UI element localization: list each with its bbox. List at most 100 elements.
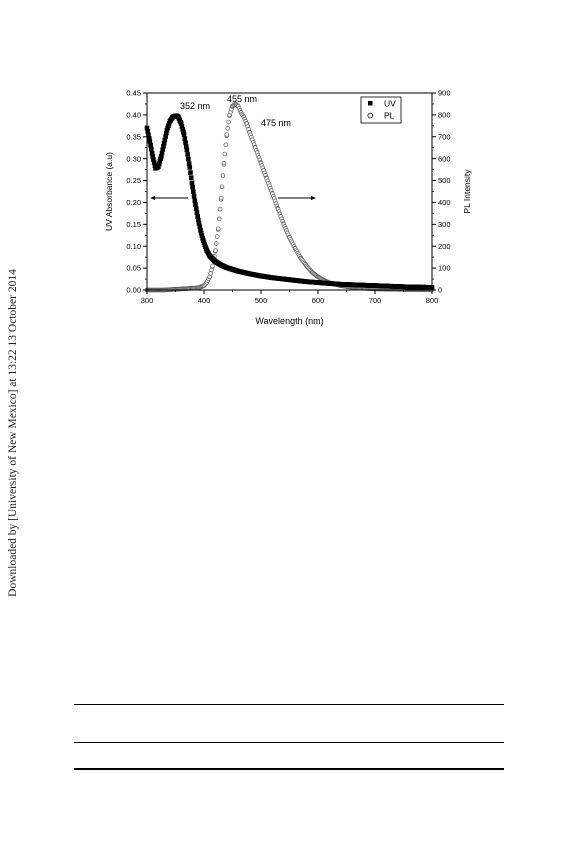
pl-point (226, 119, 231, 125)
y-left-tick-label: 0.40 (126, 110, 141, 119)
uv-point (191, 193, 197, 199)
annotation-455nm: 455 nm (227, 94, 257, 104)
uv-point (146, 135, 152, 141)
pl-point (225, 126, 230, 131)
uv-point (181, 132, 187, 137)
uv-point (151, 157, 156, 162)
uv-point (192, 198, 198, 204)
legend-pl-label: PL (384, 111, 395, 121)
table-rule-middle (74, 742, 504, 743)
table-rule-top (74, 704, 504, 705)
plot-area: 300 400 500 600 700 800 0.00 0.05 0.10 0.15 0.20 0.… (104, 89, 472, 326)
uv-point (161, 143, 166, 149)
pl-point (222, 151, 228, 157)
y-right-tick-label: 200 (438, 242, 451, 251)
uv-point (163, 134, 168, 139)
uv-point (156, 164, 161, 169)
uv-point (200, 235, 205, 241)
pl-point (224, 132, 230, 137)
uv-point (193, 206, 199, 211)
uv-point (198, 227, 203, 233)
uv-point (188, 170, 193, 175)
uv-point (161, 141, 167, 146)
pl-point (216, 226, 221, 231)
uv-point (185, 152, 190, 157)
x-axis-label: Wavelength (nm) (255, 316, 323, 326)
y-right-tick-label: 300 (438, 220, 451, 229)
x-tick-label: 600 (312, 296, 325, 305)
annotation-352nm: 352 nm (180, 101, 210, 111)
y-right-tick-label: 400 (438, 198, 451, 207)
uv-point (196, 221, 202, 226)
uv-point (197, 224, 203, 230)
pl-point (219, 184, 225, 190)
pl-point (221, 160, 227, 166)
pl-point (218, 195, 224, 201)
uv-point (156, 161, 162, 167)
uv-point (180, 127, 185, 132)
annotation-475nm: 475 nm (261, 118, 291, 128)
series-pl (144, 101, 435, 293)
y-right-tick-label: 700 (438, 132, 451, 141)
uv-point (188, 175, 194, 180)
uv-point (190, 184, 195, 190)
uv-point (147, 138, 153, 144)
uv-point (199, 233, 205, 238)
uv-point (181, 129, 186, 135)
uv-point (149, 150, 155, 156)
uv-point (184, 147, 190, 153)
uv-point (191, 189, 196, 194)
x-tick-label: 300 (141, 296, 154, 305)
uv-point (182, 136, 188, 141)
x-tick-label: 700 (369, 296, 382, 305)
y-left-tick-label: 0.05 (126, 264, 141, 273)
y-right-tick-label: 900 (438, 89, 451, 98)
uv-point (157, 159, 163, 164)
y-left-tick-label: 0.25 (126, 176, 141, 185)
uv-point (179, 124, 185, 129)
uv-point (151, 160, 157, 165)
legend-pl-marker (367, 112, 374, 119)
y-right-tick-label: 100 (438, 264, 451, 273)
legend-uv-label: UV (384, 99, 396, 109)
y-left-tick-label: 0.20 (126, 198, 141, 207)
uv-point (150, 154, 155, 159)
uv-point (146, 132, 151, 138)
x-tick-label: 800 (426, 296, 439, 305)
pl-point (210, 263, 215, 269)
y-left-tick-label: 0.00 (126, 286, 141, 295)
y-left-tick-label: 0.10 (126, 242, 141, 251)
uv-point (183, 144, 189, 149)
uv-point (195, 214, 200, 219)
x-tick-label: 500 (255, 296, 268, 305)
uv-point (194, 210, 200, 215)
pl-point (216, 216, 222, 222)
legend-uv-marker (368, 101, 373, 106)
y-left-axis-label: UV Absorbance (a.u) (104, 152, 114, 231)
uv-point (149, 146, 154, 152)
arrow-right-head (311, 196, 316, 200)
uv-point (162, 137, 168, 143)
table-rule-bottom (74, 768, 504, 770)
uv-point (189, 180, 195, 186)
uv-point (145, 129, 151, 134)
legend-box (360, 96, 402, 124)
pl-point (223, 142, 229, 148)
uv-point (193, 202, 198, 207)
y-left-tick-label: 0.45 (126, 89, 141, 98)
uv-point (186, 156, 191, 162)
x-tick-label: 400 (198, 296, 211, 305)
uv-point (158, 154, 164, 159)
uv-point (186, 161, 192, 166)
uv-point (178, 121, 184, 126)
pl-point (214, 234, 220, 239)
uv-point (196, 217, 201, 223)
uv-point (187, 165, 193, 170)
uv-point (159, 150, 165, 156)
pl-point (217, 206, 223, 212)
uv-point (198, 230, 204, 236)
y-left-tick-label: 0.30 (126, 154, 141, 163)
uv-point (164, 130, 169, 136)
uv-point (183, 140, 188, 145)
y-right-tick-label: 800 (438, 110, 451, 119)
